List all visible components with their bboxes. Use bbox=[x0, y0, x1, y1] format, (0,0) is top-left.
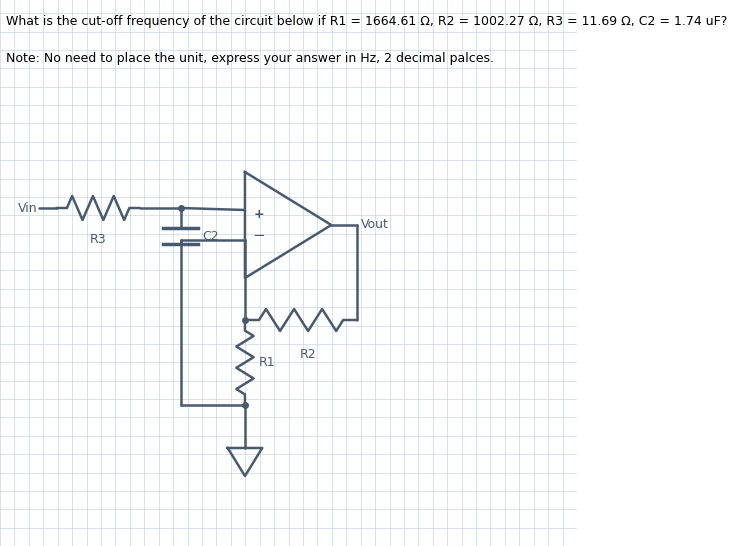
Text: Vin: Vin bbox=[18, 201, 37, 215]
Text: What is the cut-off frequency of the circuit below if R1 = 1664.61 Ω, R2 = 1002.: What is the cut-off frequency of the cir… bbox=[7, 15, 728, 28]
Text: R3: R3 bbox=[90, 233, 107, 246]
Text: R2: R2 bbox=[300, 348, 317, 361]
Text: R1: R1 bbox=[259, 355, 276, 369]
Text: Vout: Vout bbox=[361, 218, 389, 232]
Text: −: − bbox=[253, 228, 265, 244]
Text: Note: No need to place the unit, express your answer in Hz, 2 decimal palces.: Note: No need to place the unit, express… bbox=[7, 52, 494, 65]
Text: +: + bbox=[254, 207, 265, 221]
Text: C2: C2 bbox=[203, 229, 219, 242]
